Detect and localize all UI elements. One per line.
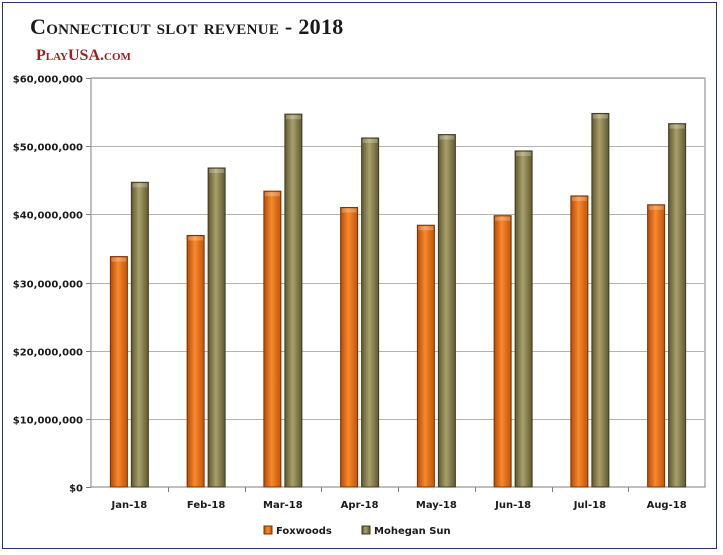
- x-tick-label: Feb-18: [187, 500, 225, 511]
- x-tick-label: May-18: [416, 500, 457, 511]
- bar-foxwoods: [263, 190, 282, 488]
- legend-label: Mohegan Sun: [374, 526, 451, 537]
- bar-cap: [264, 192, 280, 197]
- bar-mohegan-sun: [514, 150, 533, 488]
- x-tick-label: Jan-18: [111, 500, 148, 511]
- bar-mohegan-sun: [284, 113, 303, 488]
- bar-mohegan-sun: [361, 137, 380, 488]
- x-tick-label: Aug-18: [647, 500, 687, 511]
- bar-foxwoods: [186, 234, 205, 488]
- bar-mohegan-sun: [207, 167, 226, 488]
- y-tick-label: $50,000,000: [13, 143, 83, 154]
- y-tick-label: $20,000,000: [13, 348, 83, 359]
- bar-mohegan-sun: [130, 181, 149, 488]
- bar-cap: [439, 135, 455, 140]
- bar-cap: [188, 236, 204, 241]
- bar-foxwoods: [109, 256, 128, 488]
- legend-label: Foxwoods: [276, 526, 332, 537]
- source-label: PlayUSA.com: [36, 47, 131, 64]
- legend-swatch: [361, 525, 371, 535]
- x-tick-label: Jun-18: [494, 500, 531, 511]
- bar-cap: [592, 114, 608, 119]
- bar-cap: [648, 205, 664, 210]
- bar-mohegan-sun: [591, 112, 610, 488]
- chart-title: Connecticut slot revenue - 2018: [30, 14, 344, 39]
- bar-cap: [669, 124, 685, 129]
- bar-cap: [285, 115, 301, 120]
- y-tick-label: $30,000,000: [13, 280, 83, 291]
- y-tick-label: $10,000,000: [13, 416, 83, 427]
- y-tick-label: $40,000,000: [13, 211, 83, 222]
- bar-foxwoods: [570, 195, 589, 488]
- x-tick-label: Jul-18: [573, 500, 606, 511]
- x-tick-label: Apr-18: [341, 500, 379, 511]
- bar-foxwoods: [493, 215, 512, 488]
- bar-foxwoods: [340, 207, 359, 488]
- x-tick-label: Mar-18: [263, 500, 303, 511]
- bar-cap: [132, 183, 148, 188]
- bar-foxwoods: [416, 224, 435, 488]
- y-tick-label: $60,000,000: [13, 75, 83, 86]
- bar-cap: [516, 151, 532, 156]
- bar-cap: [341, 208, 357, 213]
- y-tick-label: $0: [69, 484, 83, 495]
- legend-swatch: [263, 525, 273, 535]
- bar-cap: [418, 226, 434, 231]
- bar-cap: [571, 196, 587, 201]
- bar-cap: [111, 257, 127, 262]
- plot-area: [90, 77, 706, 488]
- bar-mohegan-sun: [668, 123, 687, 488]
- bar-cap: [362, 138, 378, 143]
- bar-mohegan-sun: [437, 134, 456, 488]
- bar-cap: [495, 216, 511, 221]
- bar-foxwoods: [647, 204, 666, 488]
- bar-cap: [209, 168, 225, 173]
